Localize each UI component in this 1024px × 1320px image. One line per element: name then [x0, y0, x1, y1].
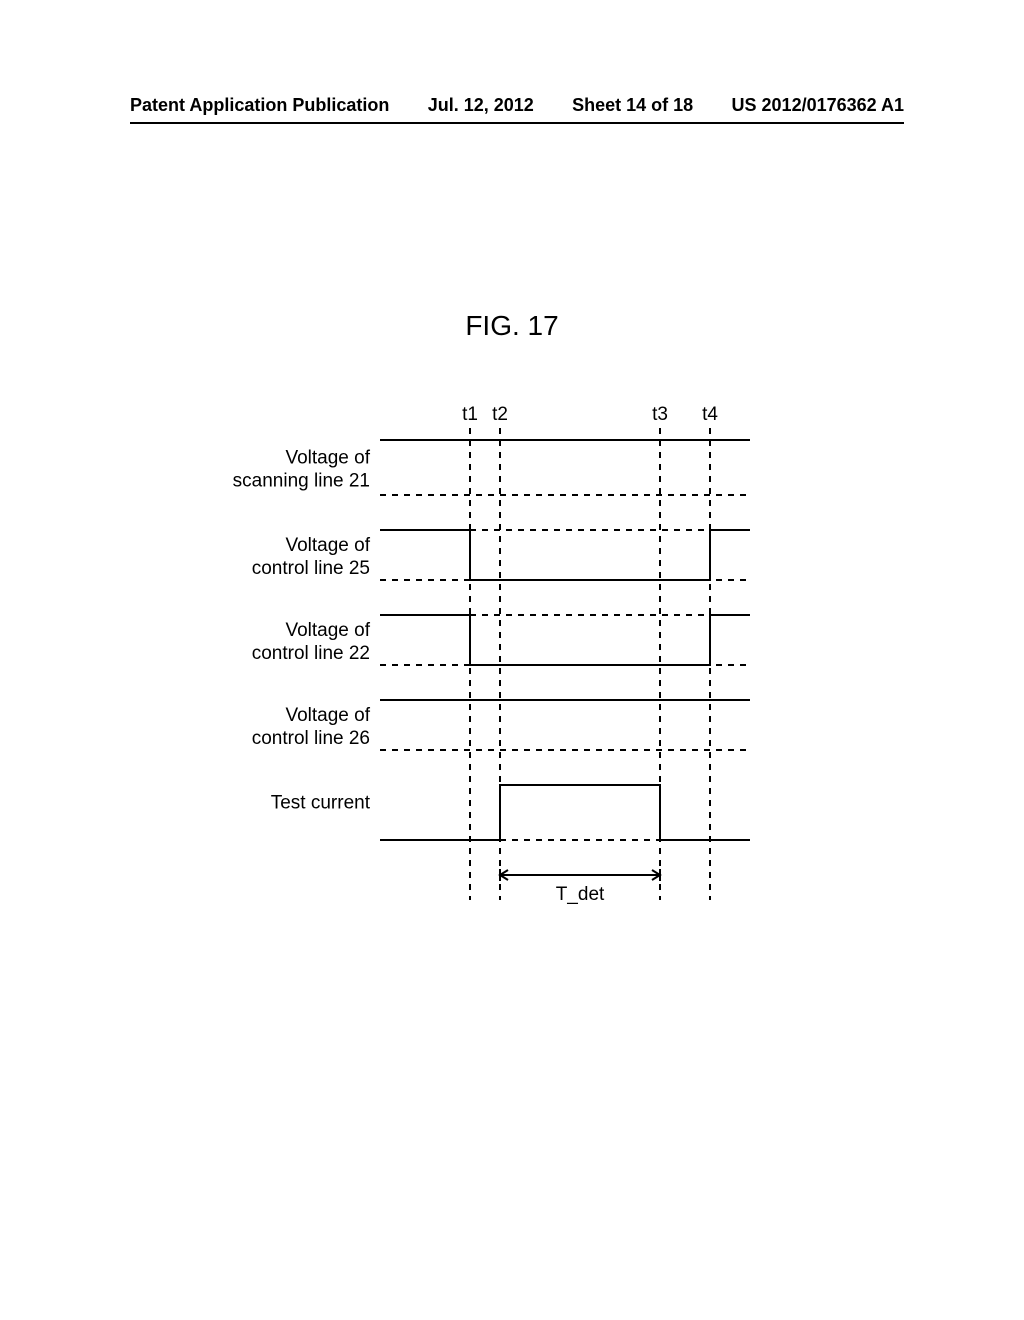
svg-text:Voltage ofcontrol line 25: Voltage ofcontrol line 25 — [252, 535, 371, 579]
header-rule — [130, 122, 904, 124]
timing-svg: t1 t2 t3 t4 Voltage ofscanning line 21 Voltag… — [170, 400, 870, 950]
svg-text:t4: t4 — [702, 404, 718, 425]
timing-diagram: t1 t2 t3 t4 Voltage ofscanning line 21 Voltag… — [170, 400, 870, 950]
header-publication: Patent Application Publication — [130, 95, 389, 116]
svg-text:t2: t2 — [492, 404, 508, 425]
svg-text:Voltage ofscanning line 21: Voltage ofscanning line 21 — [233, 448, 371, 492]
svg-text:T_det: T_det — [556, 884, 605, 905]
svg-text:Voltage ofcontrol line 22: Voltage ofcontrol line 22 — [252, 620, 371, 664]
svg-text:Voltage ofcontrol line 26: Voltage ofcontrol line 26 — [252, 705, 371, 749]
svg-text:Test current: Test current — [271, 793, 371, 814]
page-header: Patent Application Publication Jul. 12, … — [0, 95, 1024, 116]
header-sheet: Sheet 14 of 18 — [572, 95, 693, 116]
header-date: Jul. 12, 2012 — [428, 95, 534, 116]
svg-text:t1: t1 — [462, 404, 478, 425]
svg-text:t3: t3 — [652, 404, 668, 425]
figure-title: FIG. 17 — [0, 310, 1024, 342]
header-number: US 2012/0176362 A1 — [732, 95, 904, 116]
